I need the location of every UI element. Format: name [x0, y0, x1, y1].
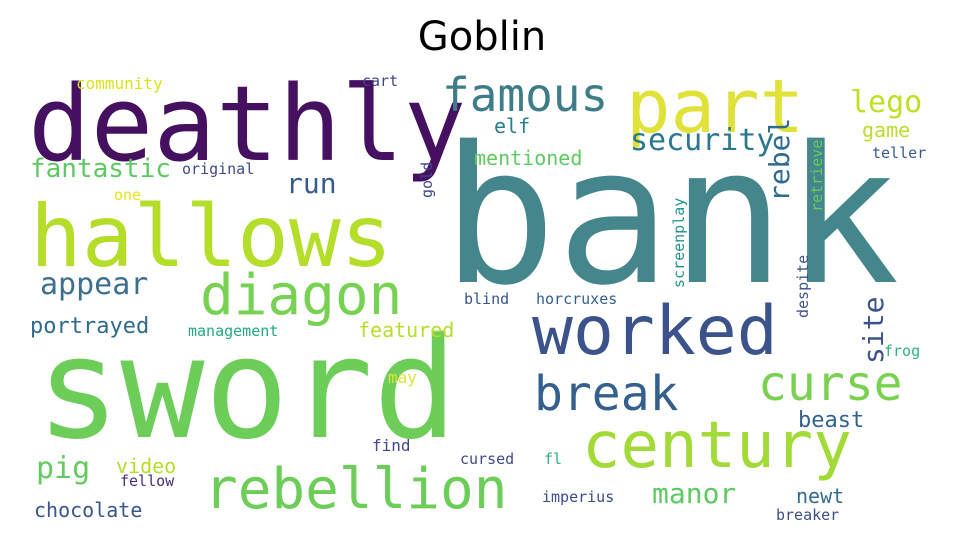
word-original: original [182, 160, 255, 178]
word-portrayed: portrayed [30, 314, 150, 339]
word-may: may [388, 368, 417, 387]
word-fellow: fellow [120, 472, 175, 490]
word-blind: blind [464, 290, 510, 308]
word-hallows: hallows [30, 187, 393, 287]
word-part: part [626, 74, 805, 150]
word-frog: frog [884, 342, 921, 360]
word-worked: worked [532, 292, 778, 371]
word-breaker: breaker [776, 506, 840, 524]
word-retrieve: retrieve [808, 139, 826, 212]
word-cart: cart [362, 74, 399, 90]
word-fl: fl [544, 450, 563, 468]
word-cloud: bank sword deathly hallows part worked d… [24, 74, 942, 540]
word-game: game [862, 118, 911, 142]
word-despite: despite [794, 254, 812, 318]
word-teller: teller [872, 144, 927, 162]
word-rebel: rebel [763, 117, 796, 202]
word-break: break [534, 366, 679, 422]
word-video: video [116, 454, 177, 478]
word-chocolate: chocolate [34, 498, 143, 522]
word-appear: appear [40, 267, 149, 302]
word-one: one [114, 186, 142, 204]
word-gold: gold [418, 161, 436, 198]
word-community: community [76, 74, 163, 93]
word-elf: elf [494, 114, 531, 138]
word-management: management [188, 322, 279, 340]
word-manor: manor [652, 477, 737, 510]
word-diagon: diagon [200, 263, 403, 328]
cloud-title: Goblin [417, 14, 547, 60]
word-rebellion: rebellion [204, 457, 508, 522]
word-imperius: imperius [542, 488, 615, 506]
word-pig: pig [36, 451, 91, 486]
word-find: find [372, 436, 411, 455]
word-sword: sword [36, 308, 458, 471]
word-featured: featured [358, 318, 455, 342]
word-horcruxes: horcruxes [536, 290, 618, 308]
word-beast: beast [798, 408, 865, 433]
word-security: security [630, 123, 775, 158]
word-mentioned: mentioned [474, 146, 583, 170]
word-century: century [582, 409, 852, 483]
word-deathly: deathly [28, 74, 467, 185]
word-curse: curse [758, 356, 903, 412]
word-lego: lego [850, 85, 923, 120]
word-cursed: cursed [460, 450, 515, 468]
word-bank: bank [442, 106, 900, 327]
word-famous: famous [442, 74, 609, 122]
word-fantastic: fantastic [30, 154, 171, 184]
word-run: run [286, 167, 337, 200]
word-screenplay: screenplay [670, 197, 688, 288]
word-newt: newt [796, 484, 845, 508]
